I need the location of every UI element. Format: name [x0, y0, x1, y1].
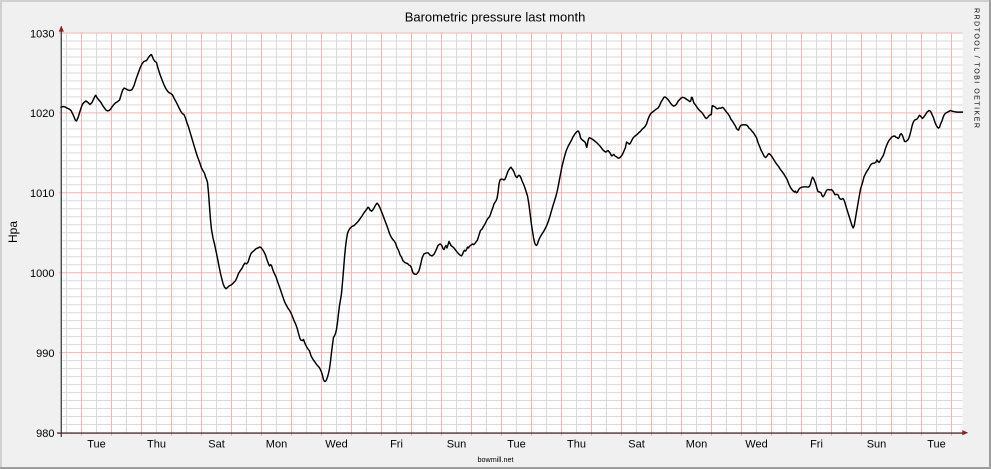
svg-text:1030: 1030 — [30, 28, 54, 40]
svg-text:Wed: Wed — [325, 439, 347, 451]
svg-text:Wed: Wed — [745, 439, 767, 451]
svg-text:1010: 1010 — [30, 188, 54, 200]
svg-text:Fri: Fri — [810, 439, 823, 451]
svg-text:Fri: Fri — [390, 439, 403, 451]
svg-text:Barometric pressure last month: Barometric pressure last month — [405, 10, 586, 25]
svg-text:bowmill.net: bowmill.net — [478, 455, 514, 464]
svg-text:Thu: Thu — [147, 439, 166, 451]
svg-text:Hpa: Hpa — [6, 221, 20, 243]
svg-text:Sun: Sun — [447, 439, 467, 451]
svg-text:Sat: Sat — [208, 439, 225, 451]
svg-text:Mon: Mon — [266, 439, 287, 451]
svg-text:RRDTOOL / TOBI OETIKER: RRDTOOL / TOBI OETIKER — [973, 8, 980, 129]
svg-text:Thu: Thu — [567, 439, 586, 451]
svg-text:1020: 1020 — [30, 108, 54, 120]
svg-text:1000: 1000 — [30, 268, 54, 280]
svg-text:Tue: Tue — [87, 439, 106, 451]
svg-text:990: 990 — [36, 348, 54, 360]
svg-text:Tue: Tue — [927, 439, 946, 451]
svg-text:Mon: Mon — [686, 439, 707, 451]
svg-text:Tue: Tue — [507, 439, 526, 451]
svg-text:Sun: Sun — [867, 439, 887, 451]
svg-text:Sat: Sat — [628, 439, 645, 451]
svg-text:980: 980 — [36, 428, 54, 440]
